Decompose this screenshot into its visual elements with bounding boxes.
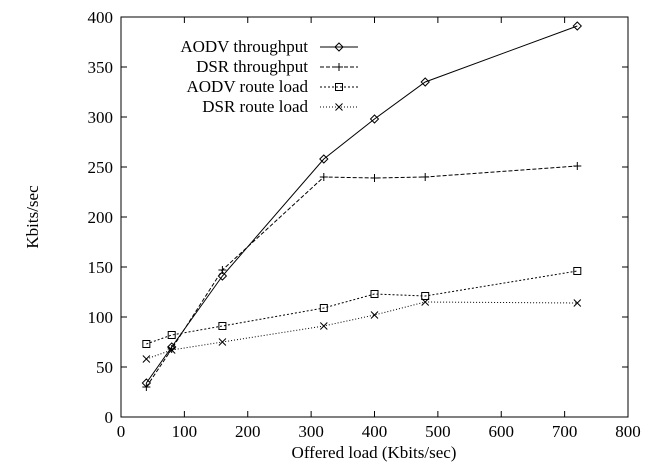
series-line-3	[146, 270, 578, 345]
data-point	[319, 322, 328, 330]
y-tick-label: 150	[88, 258, 114, 277]
data-point	[573, 162, 582, 170]
legend-label: DSR route load	[202, 97, 308, 116]
x-tick-label: 100	[172, 422, 198, 441]
data-point	[142, 383, 151, 391]
x-axis-label: Offered load (Kbits/sec)	[292, 443, 457, 462]
data-point	[319, 154, 329, 164]
x-tick-label: 200	[235, 422, 261, 441]
legend-marker	[335, 103, 343, 111]
x-tick-label: 400	[362, 422, 388, 441]
legend-marker	[335, 63, 343, 71]
data-point	[218, 322, 227, 330]
data-point	[167, 345, 176, 353]
y-tick-label: 50	[96, 358, 113, 377]
y-tick-label: 400	[88, 8, 114, 27]
data-point	[370, 290, 379, 298]
legend-marker	[334, 42, 344, 52]
x-tick-label: 600	[489, 422, 515, 441]
data-point	[370, 174, 379, 182]
data-point	[369, 114, 380, 124]
data-point	[319, 173, 328, 181]
data-point	[573, 267, 582, 275]
data-point	[218, 338, 227, 346]
legend-marker	[335, 83, 343, 91]
y-axis-label: Kbits/sec	[23, 185, 42, 249]
series-line-4	[146, 301, 578, 360]
x-tick-label: 500	[425, 422, 451, 441]
data-point	[573, 299, 582, 307]
data-point	[167, 331, 176, 339]
y-tick-label: 100	[88, 308, 114, 327]
x-tick-label: 700	[552, 422, 578, 441]
series-line-2	[145, 165, 578, 388]
data-point	[421, 292, 430, 300]
data-point	[167, 346, 176, 354]
series-layer	[141, 21, 583, 391]
y-tick-label: 350	[88, 58, 114, 77]
data-point	[420, 77, 430, 87]
legend-label: AODV throughput	[180, 37, 308, 56]
data-point	[218, 266, 227, 274]
y-tick-label: 0	[105, 408, 114, 427]
data-point	[572, 21, 583, 31]
data-point	[421, 173, 430, 181]
x-tick-label: 0	[117, 422, 126, 441]
legend-label: DSR throughput	[196, 57, 308, 76]
x-tick-label: 300	[298, 422, 324, 441]
y-tick-label: 300	[88, 108, 114, 127]
data-point	[319, 304, 328, 312]
axis-ticks: 0 100 200 300 400 500 600 700 800 0 50 100 150 200 250…	[88, 8, 641, 441]
y-tick-label: 250	[88, 158, 114, 177]
data-point	[142, 340, 151, 348]
legend-label: AODV route load	[187, 77, 309, 96]
x-tick-label: 800	[615, 422, 641, 441]
data-point	[421, 298, 430, 306]
data-point	[370, 311, 379, 319]
y-tick-label: 200	[88, 208, 114, 227]
data-point	[142, 355, 151, 363]
